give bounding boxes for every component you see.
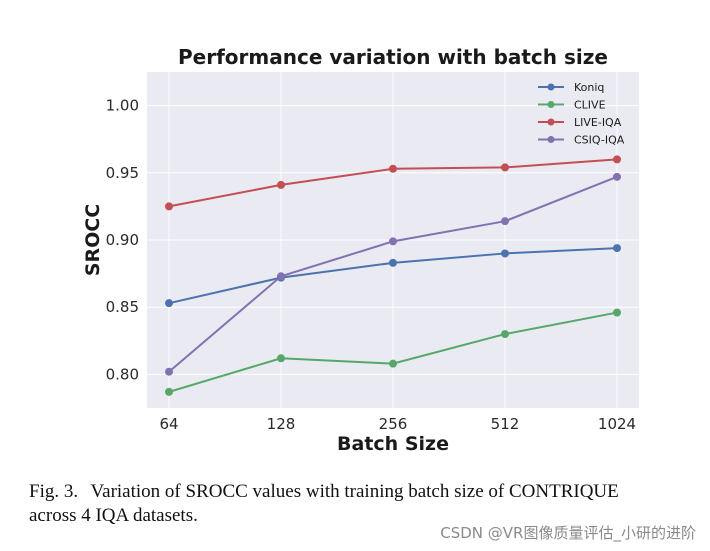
legend-label-live-iqa: LIVE-IQA <box>574 116 622 129</box>
data-point-live-iqa <box>389 164 397 173</box>
data-point-koniq <box>501 249 509 258</box>
chart-title: Performance variation with batch size <box>178 45 608 69</box>
data-point-csiq-iqa <box>501 217 509 226</box>
tick-labels: 64 128 256 512 1024 0.80 0.85 0.90 0.95 1.00 <box>106 97 637 433</box>
legend-label-csiq-iqa: CSIQ-IQA <box>574 134 625 147</box>
legend-label-clive: CLIVE <box>574 99 606 112</box>
x-tick-label: 128 <box>267 415 296 433</box>
x-tick-label: 64 <box>159 415 178 433</box>
legend-marker-koniq <box>547 83 555 91</box>
y-tick-label: 1.00 <box>106 97 139 115</box>
legend-marker-clive <box>547 101 555 108</box>
data-point-clive <box>613 308 621 317</box>
x-axis-label: Batch Size <box>337 433 449 455</box>
data-point-clive <box>277 354 285 363</box>
data-point-csiq-iqa <box>277 272 285 281</box>
y-tick-label: 0.90 <box>106 231 139 249</box>
caption-line-2: across 4 IQA datasets. <box>29 505 198 526</box>
data-point-clive <box>389 359 397 368</box>
x-tick-label: 512 <box>491 415 520 433</box>
legend: Koniq CLIVE LIVE-IQA CSIQ-IQA <box>538 81 625 147</box>
data-point-csiq-iqa <box>389 237 397 246</box>
legend-marker-live-iqa <box>547 118 555 126</box>
y-axis-label: SROCC <box>82 204 104 276</box>
data-point-csiq-iqa <box>613 172 621 181</box>
data-point-koniq <box>613 244 621 253</box>
x-tick-label: 256 <box>379 415 408 433</box>
legend-label-koniq: Koniq <box>574 81 604 94</box>
series-points <box>165 155 621 396</box>
y-tick-label: 0.85 <box>106 298 139 316</box>
watermark: CSDN @VR图像质量评估_小研的进阶 <box>440 524 696 542</box>
data-point-clive <box>165 387 173 396</box>
caption-line-1: Fig. 3. Variation of SROCC values with t… <box>29 480 701 504</box>
data-point-live-iqa <box>165 202 173 211</box>
y-tick-label: 0.80 <box>106 365 139 383</box>
data-point-live-iqa <box>613 155 621 164</box>
x-tick-label: 1024 <box>598 415 636 433</box>
data-point-csiq-iqa <box>165 367 173 376</box>
figure-caption: Fig. 3. Variation of SROCC values with t… <box>29 480 701 528</box>
data-point-live-iqa <box>277 180 285 189</box>
data-point-clive <box>501 330 509 339</box>
figure-number: Fig. 3. <box>29 481 79 502</box>
caption-text-1: Variation of SROCC values with training … <box>90 481 619 502</box>
data-point-koniq <box>165 299 173 308</box>
legend-marker-csiq-iqa <box>547 136 555 143</box>
data-point-koniq <box>389 258 397 267</box>
y-tick-label: 0.95 <box>106 164 139 182</box>
data-point-live-iqa <box>501 163 509 172</box>
line-chart: 64 128 256 512 1024 0.80 0.85 0.90 0.95 1.00 Perf… <box>82 45 639 455</box>
